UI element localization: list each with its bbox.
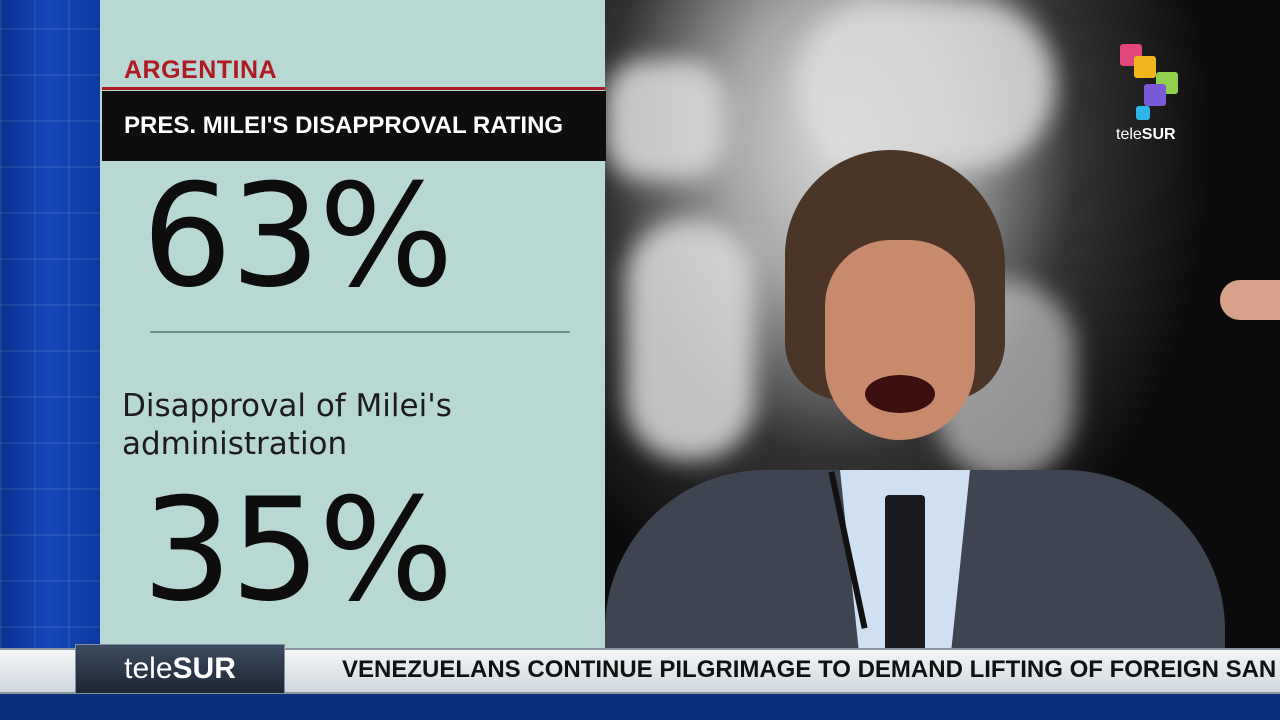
stat-description: Disapproval of Milei's administration bbox=[122, 388, 452, 462]
logo-square-icon bbox=[1134, 56, 1156, 78]
blue-tile-background bbox=[0, 0, 100, 720]
logo-square-icon bbox=[1136, 106, 1150, 120]
speaker-figure bbox=[605, 150, 1225, 720]
country-label: ARGENTINA bbox=[124, 56, 278, 84]
headline-bar: PRES. MILEI'S DISAPPROVAL RATING bbox=[102, 91, 606, 161]
logo-square-icon bbox=[1144, 84, 1166, 106]
divider bbox=[150, 331, 570, 333]
bottom-strip bbox=[0, 694, 1280, 720]
accent-line bbox=[102, 87, 605, 90]
ticker-brand: tele SUR bbox=[75, 644, 285, 694]
ticker-text: VENEZUELANS CONTINUE PILGRIMAGE TO DEMAN… bbox=[342, 656, 1277, 683]
logo-text: teleSUR bbox=[1116, 126, 1176, 143]
telesur-logo: teleSUR bbox=[1110, 40, 1200, 150]
secondary-stat: 35% bbox=[142, 468, 454, 633]
headline: PRES. MILEI'S DISAPPROVAL RATING bbox=[124, 112, 564, 139]
primary-stat: 63% bbox=[142, 154, 454, 319]
